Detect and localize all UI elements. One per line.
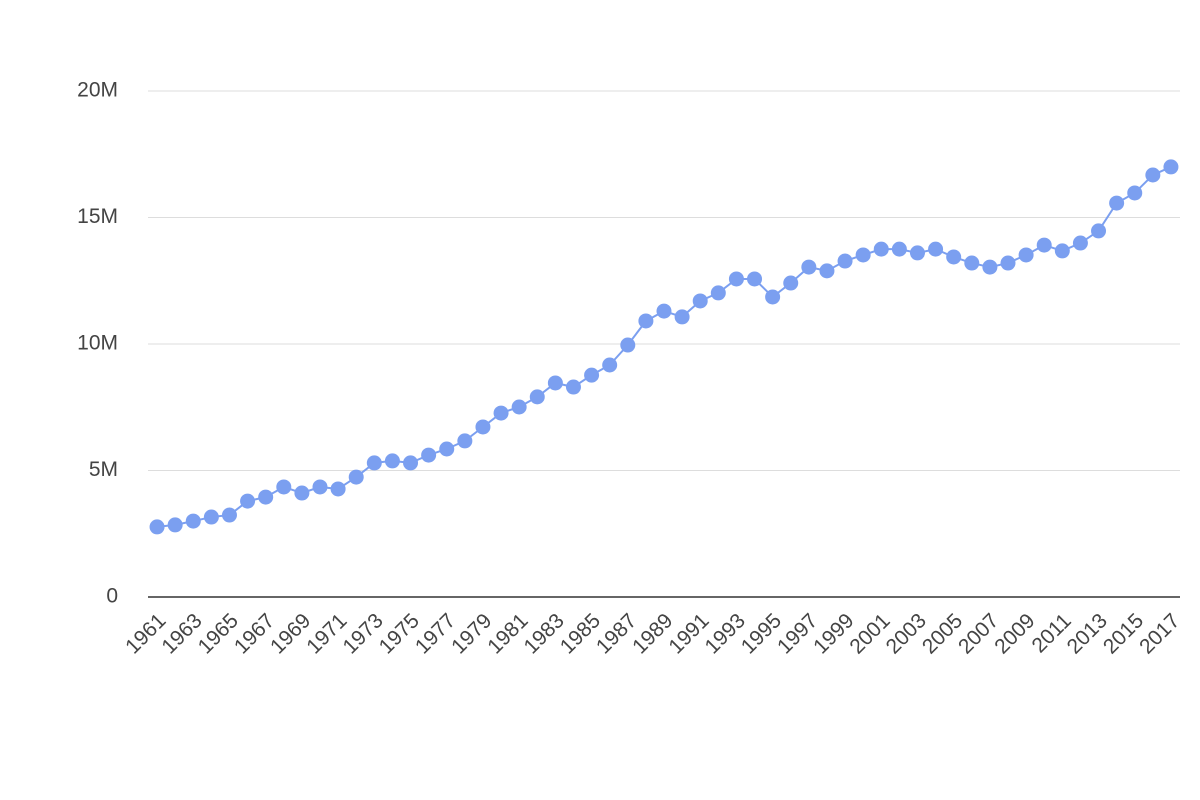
x-tick-label: 2009 [990, 609, 1039, 658]
data-point [330, 481, 346, 497]
data-point [547, 375, 563, 391]
x-tick-label: 1989 [628, 609, 677, 658]
x-tick-label: 1991 [664, 609, 713, 658]
data-point [783, 275, 799, 291]
x-tick-label: 2011 [1028, 609, 1076, 657]
data-point [1091, 223, 1107, 239]
x-tick-label: 1983 [520, 609, 569, 658]
x-tick-label: 1975 [375, 609, 424, 658]
x-tick-label: 1973 [338, 609, 387, 658]
x-tick-label: 1967 [230, 609, 279, 658]
x-tick-label: 1977 [411, 609, 460, 658]
data-point [240, 493, 256, 509]
x-tick-label: 1995 [737, 609, 786, 658]
data-point [982, 259, 998, 275]
data-point [747, 271, 763, 287]
x-tick-label: 2015 [1099, 609, 1148, 658]
x-tick-label: 1963 [157, 609, 206, 658]
data-point [819, 263, 835, 279]
data-point [1163, 159, 1179, 175]
y-tick-label: 15M [77, 205, 118, 228]
data-point [728, 271, 744, 287]
data-point [801, 259, 817, 275]
data-point [366, 455, 382, 471]
data-point [529, 389, 545, 405]
data-point [928, 241, 944, 257]
data-point [765, 289, 781, 305]
data-point [475, 419, 491, 435]
x-tick-label: 2007 [954, 609, 1003, 658]
data-point [221, 507, 237, 523]
data-point [403, 455, 419, 471]
x-tick-label: 1987 [592, 609, 641, 658]
data-point [873, 241, 889, 257]
data-point [964, 255, 980, 271]
data-point [837, 253, 853, 269]
data-point [674, 309, 690, 325]
x-tick-label: 1999 [809, 609, 858, 658]
data-point [258, 489, 274, 505]
data-point [421, 447, 437, 463]
data-point [1000, 255, 1016, 271]
data-point [457, 433, 473, 449]
x-tick-label: 1971 [302, 609, 351, 658]
data-point [638, 313, 654, 329]
x-tick-label: 2013 [1063, 609, 1112, 658]
data-point [565, 379, 581, 395]
x-tick-label: 2001 [845, 609, 894, 658]
data-point [1127, 185, 1143, 201]
data-point [149, 519, 165, 535]
x-tick-label: 2017 [1135, 609, 1184, 658]
x-tick-label: 1981 [483, 609, 532, 658]
data-point [891, 241, 907, 257]
series-line [156, 165, 1172, 528]
data-point [167, 517, 183, 533]
x-tick-label: 1997 [773, 609, 822, 658]
data-point [1072, 235, 1088, 251]
data-point [294, 485, 310, 501]
y-tick-label: 0 [106, 585, 118, 608]
x-tick-label: 1993 [701, 609, 750, 658]
data-point [584, 367, 600, 383]
x-tick-label: 1969 [266, 609, 315, 658]
x-tick-label: 1965 [194, 609, 243, 658]
x-tick-label: 1961 [121, 609, 170, 658]
data-point [203, 509, 219, 525]
data-point [384, 453, 400, 469]
x-tick-label: 1979 [447, 609, 496, 658]
y-tick-label: 5M [89, 458, 118, 481]
data-point [312, 479, 328, 495]
data-point [185, 513, 201, 529]
data-point [692, 293, 708, 309]
data-point [1145, 167, 1161, 183]
data-point [1036, 237, 1052, 253]
data-point [439, 441, 455, 457]
data-point [1018, 247, 1034, 263]
x-tick-label: 2005 [918, 609, 967, 658]
data-point [946, 249, 962, 265]
data-point [348, 469, 364, 485]
data-point [493, 405, 509, 421]
data-point [855, 247, 871, 263]
data-point [511, 399, 527, 415]
data-point [620, 337, 636, 353]
data-point [276, 479, 292, 495]
y-tick-label: 20M [77, 79, 118, 102]
data-point [1109, 195, 1125, 211]
data-point [656, 303, 672, 319]
data-point [1054, 243, 1070, 259]
data-point [602, 357, 618, 373]
y-tick-label: 10M [77, 332, 118, 355]
x-tick-label: 1985 [556, 609, 605, 658]
data-point [710, 285, 726, 301]
x-tick-label: 2003 [882, 609, 931, 658]
data-point [909, 245, 925, 261]
